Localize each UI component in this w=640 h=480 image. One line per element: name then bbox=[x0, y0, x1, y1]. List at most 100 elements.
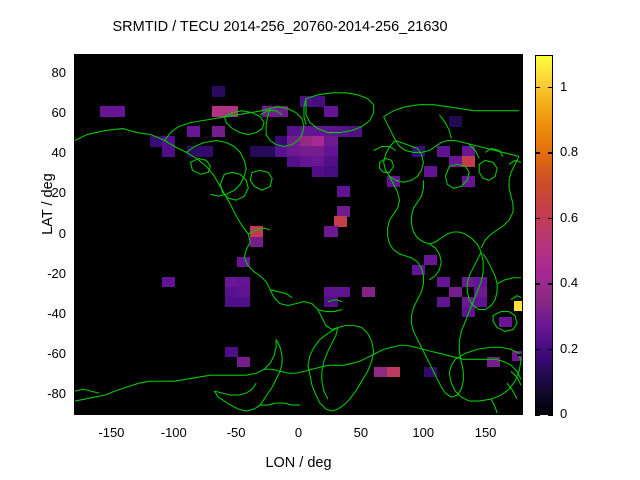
heatmap-cell bbox=[436, 276, 450, 288]
heatmap-cell bbox=[449, 156, 463, 167]
heatmap-cell bbox=[486, 356, 500, 368]
heatmap-cell bbox=[212, 106, 226, 117]
heatmap-cell bbox=[112, 106, 126, 117]
heatmap-cell bbox=[287, 156, 301, 167]
heatmap-cell bbox=[361, 286, 375, 298]
heatmap-cell bbox=[299, 136, 313, 147]
colorbar-tick-mark bbox=[548, 283, 553, 285]
heatmap-cell bbox=[411, 264, 425, 276]
y-tick-mark bbox=[517, 234, 523, 236]
heatmap-cell bbox=[262, 106, 276, 117]
heatmap-cell bbox=[499, 316, 513, 328]
heatmap-cell bbox=[311, 156, 326, 167]
y-axis-label: LAT / deg bbox=[40, 173, 56, 235]
heatmap-cell bbox=[99, 106, 113, 117]
heatmap-cell bbox=[262, 146, 276, 157]
heatmap-cell bbox=[449, 116, 463, 127]
heatmap-cell bbox=[311, 96, 326, 107]
heatmap-cell bbox=[311, 146, 326, 157]
heatmap-cell bbox=[461, 296, 475, 308]
heatmap-cell bbox=[199, 146, 213, 157]
heatmap-cell bbox=[324, 166, 338, 177]
heatmap-cell bbox=[436, 296, 450, 308]
heatmap-cell bbox=[212, 126, 226, 137]
heatmap-cell bbox=[334, 216, 348, 228]
x-tick-label: -50 bbox=[226, 425, 246, 440]
heatmap-cell bbox=[411, 146, 425, 157]
y-tick-mark bbox=[517, 193, 523, 196]
x-tick-mark bbox=[235, 54, 238, 60]
colorbar bbox=[535, 55, 553, 415]
colorbar-tick-mark bbox=[548, 348, 553, 351]
heatmap-cell bbox=[224, 286, 238, 298]
x-tick-mark bbox=[235, 409, 238, 415]
chart-title: SRMTID / TECU 2014-256_20760-2014-256_21… bbox=[112, 19, 448, 35]
heatmap-cell bbox=[162, 146, 176, 157]
x-tick-label: -100 bbox=[160, 425, 187, 440]
heatmap-cell bbox=[324, 226, 338, 238]
heatmap-cell bbox=[324, 136, 338, 147]
heatmap-cell bbox=[274, 106, 288, 117]
y-tick-mark bbox=[74, 394, 80, 396]
heatmap-cell bbox=[311, 126, 326, 137]
heatmap-cell bbox=[424, 166, 438, 177]
colorbar-tick-label: 0.6 bbox=[560, 209, 579, 225]
y-tick-mark bbox=[74, 113, 80, 116]
colorbar-gradient bbox=[536, 56, 552, 414]
x-tick-mark bbox=[298, 54, 300, 60]
colorbar-tick-mark bbox=[535, 283, 540, 285]
colorbar-tick-mark bbox=[548, 152, 553, 154]
y-tick-mark bbox=[74, 73, 80, 76]
x-tick-label: 50 bbox=[353, 425, 369, 440]
x-tick-mark bbox=[360, 409, 362, 415]
heatmap-cell bbox=[461, 146, 475, 157]
y-tick-label: -20 bbox=[47, 265, 66, 281]
heatmap-cell bbox=[449, 286, 463, 298]
y-tick-mark bbox=[517, 113, 523, 116]
heatmap-cell bbox=[311, 136, 326, 147]
heatmap-cell bbox=[162, 276, 176, 288]
heatmap-cell bbox=[249, 146, 263, 157]
heatmap-cell bbox=[511, 350, 522, 362]
x-tick-mark bbox=[173, 409, 175, 415]
y-tick-label: 80 bbox=[51, 65, 66, 81]
x-tick-label: 150 bbox=[474, 425, 497, 440]
x-tick-label: 0 bbox=[294, 425, 303, 440]
y-tick-mark bbox=[74, 193, 80, 196]
heatmap-cell bbox=[224, 276, 238, 288]
y-tick-label: -40 bbox=[47, 305, 66, 321]
heatmap-cell bbox=[237, 276, 251, 288]
y-tick-label: 40 bbox=[51, 145, 66, 161]
heatmap-cell bbox=[311, 166, 326, 177]
colorbar-tick-mark bbox=[535, 414, 540, 416]
colorbar-tick-mark bbox=[535, 348, 540, 351]
heatmap-cell bbox=[237, 356, 251, 368]
heatmap-cell bbox=[461, 306, 475, 318]
heatmap-cell bbox=[212, 86, 226, 97]
heatmap-cell bbox=[324, 146, 338, 157]
colorbar-tick-label: 1 bbox=[560, 78, 568, 94]
x-tick-mark bbox=[422, 409, 425, 415]
y-tick-mark bbox=[517, 354, 523, 356]
heatmap-cell bbox=[287, 136, 301, 147]
coastline-overlay bbox=[75, 92, 522, 414]
colorbar-tick-mark bbox=[535, 152, 540, 154]
x-tick-label: 100 bbox=[412, 425, 435, 440]
heatmap-cell bbox=[324, 296, 338, 308]
y-tick-mark bbox=[74, 354, 80, 356]
heatmap-cell bbox=[237, 296, 251, 308]
heatmap-cell bbox=[224, 296, 238, 308]
colorbar-tick-label: 0.8 bbox=[560, 144, 579, 160]
heatmap-cell bbox=[249, 226, 263, 238]
x-tick-mark bbox=[485, 409, 487, 415]
heatmap-cell bbox=[274, 146, 288, 157]
heatmap-cell bbox=[299, 146, 313, 157]
colorbar-tick-mark bbox=[548, 217, 553, 220]
y-tick-label: -60 bbox=[47, 345, 66, 361]
y-tick-label: 0 bbox=[58, 225, 66, 241]
y-tick-mark bbox=[517, 394, 523, 396]
heatmap-cell bbox=[474, 296, 488, 308]
y-tick-label: -80 bbox=[47, 385, 66, 401]
heatmap-cell bbox=[474, 286, 488, 298]
heatmap-cell bbox=[424, 366, 438, 378]
